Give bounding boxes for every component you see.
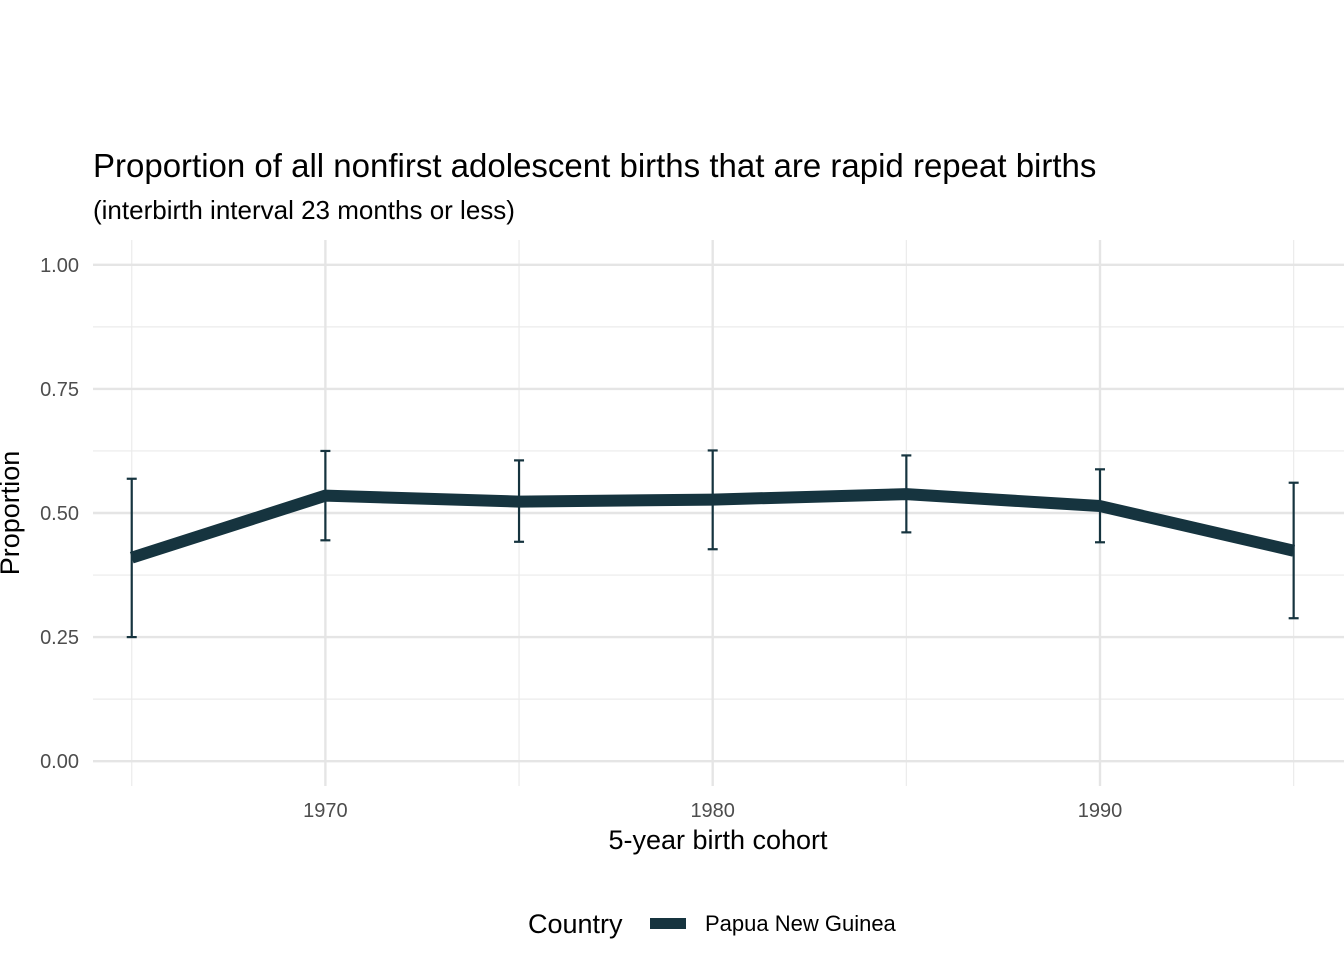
y-axis-title: Proportion [0, 451, 25, 576]
x-axis-title: 5-year birth cohort [608, 825, 828, 855]
x-axis-ticks: 1970 1980 1990 [303, 800, 1122, 822]
legend-title: Country [528, 909, 623, 939]
chart-subtitle: (interbirth interval 23 months or less) [93, 195, 515, 225]
y-axis-ticks: 0.00 0.25 0.50 0.75 1.00 [40, 255, 79, 773]
y-tick-label: 0.25 [40, 627, 79, 649]
y-tick-label: 0.00 [40, 751, 79, 773]
x-tick-label: 1990 [1078, 800, 1123, 822]
y-tick-label: 1.00 [40, 255, 79, 277]
chart-title: Proportion of all nonfirst adolescent bi… [93, 147, 1096, 184]
legend-label-papua-new-guinea: Papua New Guinea [705, 911, 897, 936]
y-tick-label: 0.75 [40, 379, 79, 401]
y-tick-label: 0.50 [40, 503, 79, 525]
error-bar [126, 477, 137, 639]
legend-swatch-papua-new-guinea [650, 918, 686, 929]
legend: Country Papua New Guinea [528, 909, 897, 939]
x-tick-label: 1980 [690, 800, 735, 822]
series-layer [126, 449, 1299, 639]
x-tick-label: 1970 [303, 800, 348, 822]
